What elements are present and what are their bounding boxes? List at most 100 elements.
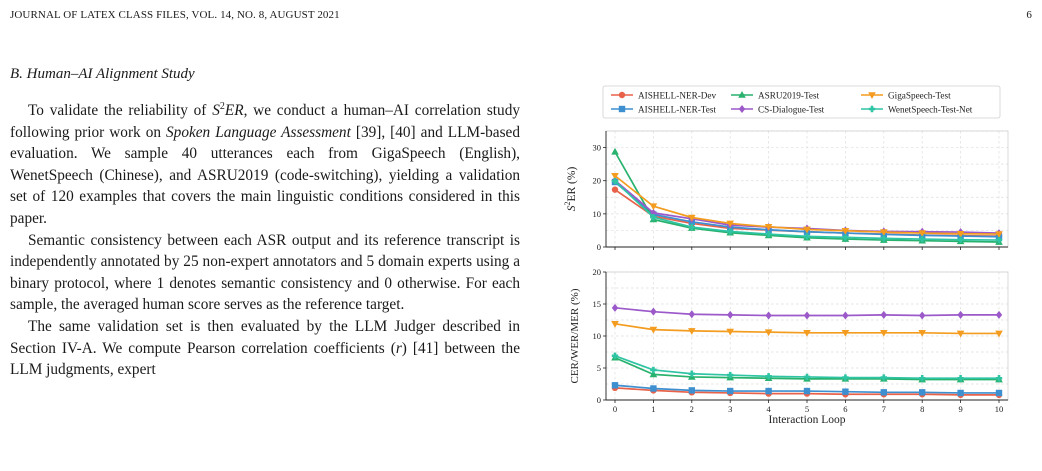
x-tick-label: 5 xyxy=(805,404,809,414)
data-point xyxy=(650,366,657,374)
y-tick-label: 5 xyxy=(597,363,601,373)
legend-marker xyxy=(868,105,876,113)
p1-text-b: , we conduct a human–AI correlation stud… xyxy=(10,102,520,141)
running-header: JOURNAL OF LATEX CLASS FILES, VOL. 14, N… xyxy=(10,9,1032,23)
data-point xyxy=(880,374,887,381)
chart-legend: AISHELL-NER-Dev AISHELL-NER-Test ASRU2019-… xyxy=(602,85,1001,119)
legend-label: ASRU2019-Test xyxy=(758,91,820,101)
data-point xyxy=(919,235,926,243)
data-point xyxy=(918,330,926,337)
data-point xyxy=(880,330,888,337)
metric-base: S xyxy=(212,102,220,120)
paragraph-1: To validate the reliability of S2ER, we … xyxy=(10,96,520,230)
data-point xyxy=(688,223,695,231)
data-point xyxy=(764,329,773,337)
data-point xyxy=(842,311,849,320)
data-point xyxy=(727,387,734,395)
data-point xyxy=(727,371,734,379)
series-gigaspeech-test xyxy=(611,172,1003,239)
paragraph-2: Semantic consistency between each ASR ou… xyxy=(10,231,520,314)
legend-item: CS-Dialogue-Test xyxy=(731,105,825,115)
legend-label: CS-Dialogue-Test xyxy=(758,105,825,115)
data-point xyxy=(650,307,657,316)
y-tick-label: 10 xyxy=(593,209,602,219)
data-point xyxy=(956,230,965,238)
data-point xyxy=(957,375,964,382)
data-point xyxy=(919,389,926,396)
metric-symbol: S2ER xyxy=(212,101,244,120)
legend-label: WenetSpeech-Test-Net xyxy=(888,105,973,115)
data-point xyxy=(649,370,658,378)
metric-sup: 2 xyxy=(219,101,225,112)
x-tick-label: 8 xyxy=(920,404,924,414)
p3-text-b: ) [41] between the LLM judgments, expert xyxy=(10,339,520,379)
legend-frame xyxy=(602,85,1001,119)
data-point xyxy=(649,326,658,334)
legend-item: AISHELL-NER-Dev xyxy=(611,91,716,101)
data-point xyxy=(995,389,1003,397)
ylabel-tail: ER (%) xyxy=(566,167,578,202)
p1-text-a: To validate the reliability of xyxy=(28,102,213,120)
data-point xyxy=(649,203,658,211)
series-aishell-ner-test xyxy=(611,382,1003,397)
legend-item: GigaSpeech-Test xyxy=(861,91,951,101)
data-point xyxy=(919,375,926,382)
data-point xyxy=(918,230,926,238)
ser-panel: 0 10 20 30 S2ER (%) xyxy=(563,130,1009,252)
data-point xyxy=(956,330,965,338)
y-tick-label: 0 xyxy=(597,242,601,252)
data-point xyxy=(880,235,887,242)
data-point xyxy=(611,303,619,312)
x-tick-label: 3 xyxy=(728,404,732,414)
series-gigaspeech-test xyxy=(611,321,1003,338)
data-point xyxy=(995,236,1003,244)
data-point xyxy=(957,310,964,319)
data-point xyxy=(803,311,811,320)
series-cs-dialogue-test xyxy=(611,303,1003,320)
data-point xyxy=(688,214,696,222)
data-point xyxy=(919,311,926,320)
x-tick-label: 10 xyxy=(995,404,1004,414)
legend-label: AISHELL-NER-Dev xyxy=(638,91,716,101)
data-point xyxy=(957,389,964,397)
figure: AISHELL-NER-Dev AISHELL-NER-Test ASRU2019-… xyxy=(555,80,1035,440)
data-point xyxy=(688,328,696,335)
legend-marker xyxy=(738,91,746,98)
data-point xyxy=(842,388,849,395)
y-tick-label: 0 xyxy=(597,395,601,405)
data-point xyxy=(611,352,619,360)
legend-item: AISHELL-NER-Test xyxy=(611,105,716,115)
y-tick-label: 30 xyxy=(593,143,602,153)
data-point xyxy=(611,382,619,389)
y-axis-label: S2ER (%) xyxy=(563,167,578,212)
error-rate-panel: 0 5 10 15 20 0 1 2 3 4 5 6 7 8 9 10 CER/WER/MER (%) Inter… xyxy=(569,267,1009,426)
page-number: 6 xyxy=(1026,9,1032,21)
data-point xyxy=(803,387,811,395)
data-point xyxy=(765,387,772,395)
data-point xyxy=(957,236,964,243)
data-point xyxy=(650,213,657,221)
data-point xyxy=(880,389,887,396)
data-point xyxy=(688,310,695,319)
data-point xyxy=(880,229,888,237)
data-point xyxy=(842,234,849,241)
data-point xyxy=(995,330,1003,338)
data-point xyxy=(995,375,1003,382)
p3-text-a: The same validation set is then evaluate… xyxy=(10,318,520,357)
data-point xyxy=(803,233,811,240)
data-point xyxy=(841,330,850,337)
y-tick-label: 20 xyxy=(593,176,602,186)
data-point xyxy=(842,374,849,381)
legend-item: WenetSpeech-Test-Net xyxy=(861,105,973,115)
data-point xyxy=(688,387,695,394)
x-tick-label: 0 xyxy=(613,404,617,414)
y-tick-label: 15 xyxy=(593,299,602,309)
data-point xyxy=(611,186,619,193)
metric-tail: ER xyxy=(224,102,244,120)
y-tick-label: 20 xyxy=(593,267,602,277)
data-point xyxy=(803,226,811,234)
data-point xyxy=(688,370,695,377)
ylabel-sup: 2 xyxy=(563,202,572,206)
journal-header: JOURNAL OF LATEX CLASS FILES, VOL. 14, N… xyxy=(10,9,340,21)
data-point xyxy=(726,220,734,228)
